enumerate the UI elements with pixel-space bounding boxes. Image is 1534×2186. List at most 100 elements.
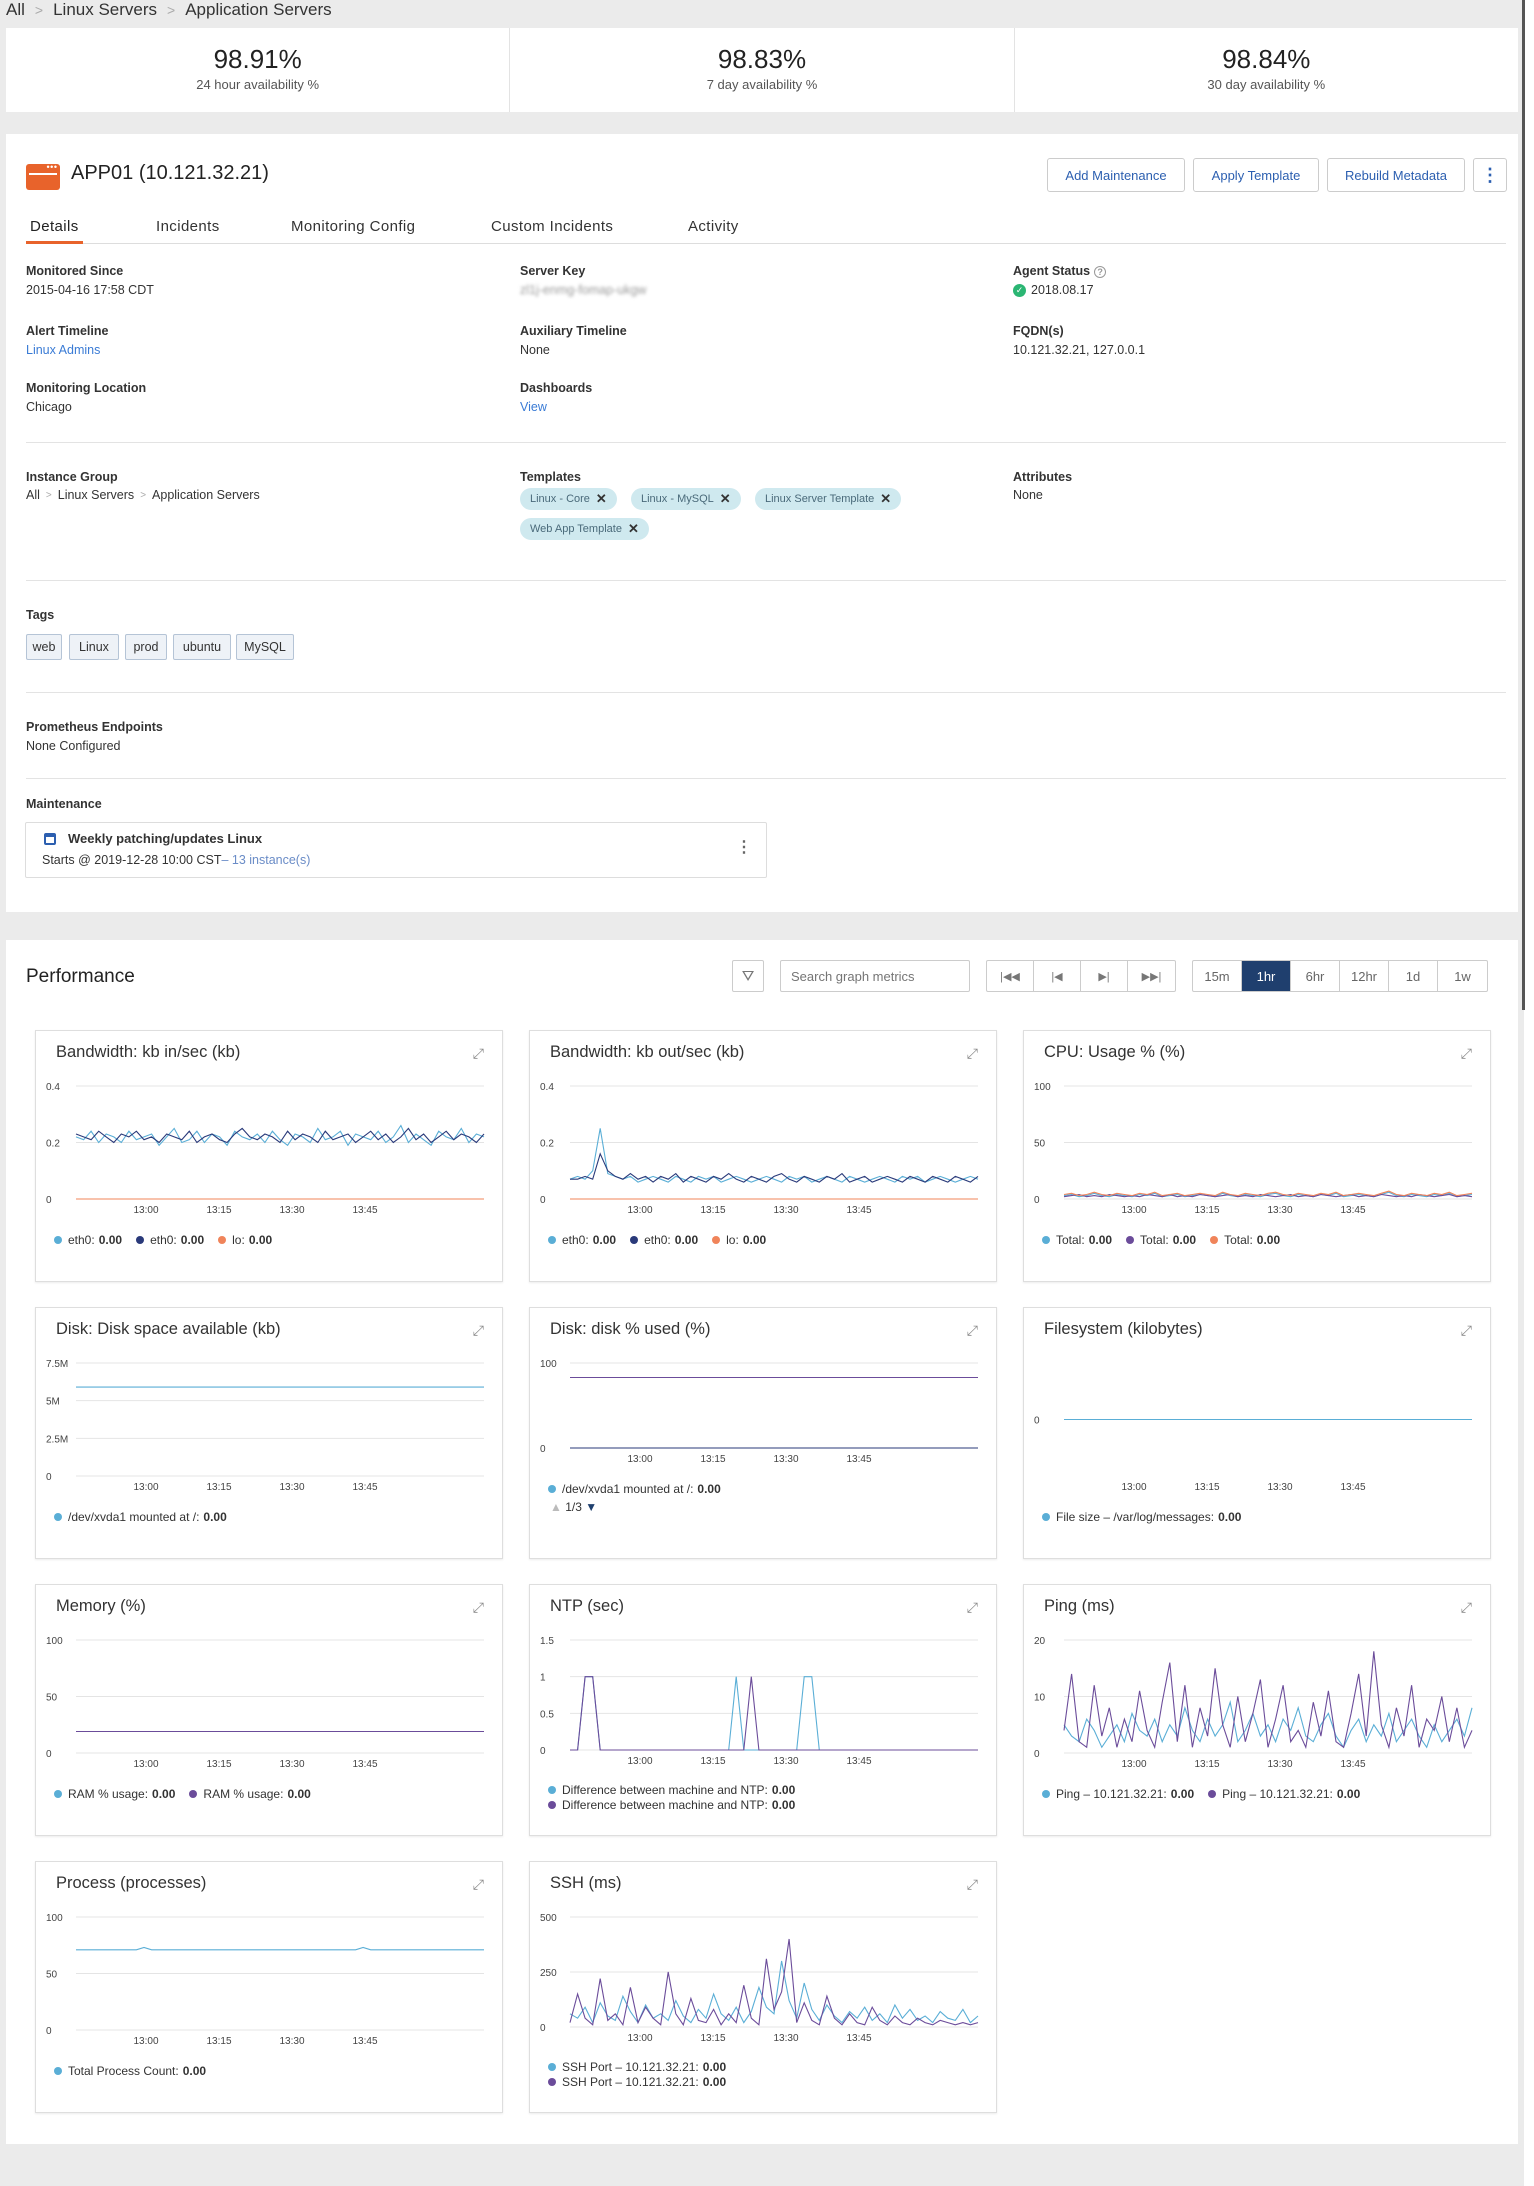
range-15m[interactable]: 15m: [1193, 961, 1242, 991]
next-icon[interactable]: ▶|: [1081, 961, 1128, 991]
legend-item[interactable]: eth0: 0.00: [136, 1233, 204, 1247]
instance-group-app[interactable]: Application Servers: [152, 488, 260, 502]
availability-value: 98.91%: [213, 44, 302, 74]
instance-group-all[interactable]: All: [26, 488, 40, 502]
maintenance-card[interactable]: Weekly patching/updates Linux Starts @ 2…: [25, 822, 767, 878]
legend-label: /dev/xvda1 mounted at /:: [68, 1510, 200, 1524]
search-graph-metrics-input[interactable]: [780, 960, 970, 992]
legend-item[interactable]: Total: 0.00: [1126, 1233, 1196, 1247]
legend-item[interactable]: eth0: 0.00: [54, 1233, 122, 1247]
legend-item[interactable]: /dev/xvda1 mounted at /: 0.00: [54, 1510, 227, 1524]
more-actions-icon[interactable]: ⋮: [1473, 158, 1507, 192]
legend-item[interactable]: eth0: 0.00: [548, 1233, 616, 1247]
breadcrumb-all[interactable]: All: [6, 0, 25, 19]
breadcrumb-separator-icon: >: [45, 489, 52, 501]
legend-label: eth0:: [644, 1233, 671, 1247]
chart-legend: /dev/xvda1 mounted at /: 0.00: [54, 1510, 494, 1524]
range-1w[interactable]: 1w: [1454, 968, 1471, 984]
legend-item[interactable]: Ping – 10.121.32.21: 0.00: [1042, 1787, 1194, 1801]
legend-item[interactable]: lo: 0.00: [218, 1233, 272, 1247]
legend-item[interactable]: /dev/xvda1 mounted at /: 0.00: [548, 1482, 721, 1496]
range-1d[interactable]: 1d: [1389, 961, 1438, 991]
legend-dot-icon: [1042, 1790, 1050, 1798]
template-chip-label: Linux Server Template: [765, 493, 875, 505]
x-tick-label: 13:45: [846, 1756, 871, 1767]
add-maintenance-button[interactable]: Add Maintenance: [1047, 158, 1185, 192]
apply-template-button[interactable]: Apply Template: [1193, 158, 1319, 192]
legend-item[interactable]: Difference between machine and NTP: 0.00: [548, 1783, 988, 1797]
y-tick-label: 7.5M: [46, 1359, 68, 1370]
legend-pager: ▲ 1/3 ▼: [550, 1500, 597, 1514]
range-12hr[interactable]: 12hr: [1340, 961, 1389, 991]
maintenance-instances-link[interactable]: – 13 instance(s): [221, 853, 311, 867]
tab-activity[interactable]: Activity: [688, 218, 739, 235]
legend-dot-icon: [54, 2067, 62, 2075]
range-1hr[interactable]: 1hr: [1242, 961, 1291, 991]
expand-icon[interactable]: ⤢: [472, 1599, 484, 1615]
tag[interactable]: ubuntu: [173, 634, 231, 660]
remove-icon[interactable]: ✕: [627, 521, 639, 536]
expand-icon[interactable]: ⤢: [966, 1322, 978, 1338]
legend-item[interactable]: SSH Port – 10.121.32.21: 0.00: [548, 2075, 988, 2089]
legend-item[interactable]: Difference between machine and NTP: 0.00: [548, 1798, 988, 1812]
first-icon[interactable]: |◀◀: [987, 961, 1034, 991]
y-tick-label: 0: [46, 1749, 52, 1760]
remove-icon[interactable]: ✕: [880, 491, 892, 506]
tag[interactable]: Linux: [69, 634, 119, 660]
tag[interactable]: web: [26, 634, 62, 660]
pager-up-icon[interactable]: ▲: [550, 1500, 566, 1514]
info-icon[interactable]: ?: [1094, 265, 1107, 278]
legend-item[interactable]: RAM % usage: 0.00: [54, 1787, 175, 1801]
breadcrumb: All > Linux Servers > Application Server…: [6, 0, 332, 20]
expand-icon[interactable]: ⤢: [966, 1876, 978, 1892]
legend-item[interactable]: RAM % usage: 0.00: [189, 1787, 311, 1801]
tab-details[interactable]: Details: [26, 216, 83, 244]
rebuild-metadata-button[interactable]: Rebuild Metadata: [1327, 158, 1465, 192]
range-6hr[interactable]: 6hr: [1291, 961, 1340, 991]
remove-icon[interactable]: ✕: [595, 491, 607, 506]
availability-value: 98.84%: [1222, 44, 1311, 74]
series-line: [1063, 1191, 1473, 1198]
legend-label: Total Process Count:: [68, 2064, 179, 2078]
expand-icon[interactable]: ⤢: [1460, 1599, 1472, 1615]
chart-legend: Total: 0.00 Total: 0.00 Total: 0.00: [1042, 1233, 1482, 1247]
last-icon[interactable]: ▶▶|: [1141, 970, 1162, 983]
maintenance-starts: Starts @ 2019-12-28 10:00 CST: [42, 853, 222, 867]
breadcrumb-application-servers[interactable]: Application Servers: [185, 0, 332, 19]
pager-down-icon[interactable]: ▼: [581, 1500, 598, 1514]
prev-icon[interactable]: |◀: [1034, 961, 1081, 991]
expand-icon[interactable]: ⤢: [472, 1322, 484, 1338]
legend-item[interactable]: Ping – 10.121.32.21: 0.00: [1208, 1787, 1360, 1801]
tag[interactable]: prod: [125, 634, 167, 660]
expand-icon[interactable]: ⤢: [1460, 1322, 1472, 1338]
y-tick-label: 50: [1034, 1139, 1046, 1150]
tab-custom-incidents[interactable]: Custom Incidents: [491, 218, 614, 235]
legend-item[interactable]: SSH Port – 10.121.32.21: 0.00: [548, 2060, 988, 2074]
expand-icon[interactable]: ⤢: [472, 1045, 484, 1061]
maintenance-menu-icon[interactable]: ⋮: [736, 839, 752, 856]
expand-icon[interactable]: ⤢: [966, 1045, 978, 1061]
tab-monitoring-config[interactable]: Monitoring Config: [291, 218, 416, 235]
alert-timeline-link[interactable]: Linux Admins: [26, 343, 101, 357]
legend-item[interactable]: Total: 0.00: [1210, 1233, 1280, 1247]
dashboards-view-link[interactable]: View: [520, 400, 547, 414]
legend-item[interactable]: Total: 0.00: [1042, 1233, 1112, 1247]
expand-icon[interactable]: ⤢: [1460, 1045, 1472, 1061]
filter-icon[interactable]: ⛛: [732, 960, 764, 992]
legend-item[interactable]: Total Process Count: 0.00: [54, 2064, 206, 2078]
expand-icon[interactable]: ⤢: [472, 1876, 484, 1892]
chart-title: Ping (ms): [1044, 1597, 1115, 1615]
y-tick-label: 1: [540, 1673, 546, 1684]
instance-group-linux[interactable]: Linux Servers: [57, 488, 135, 502]
legend-item[interactable]: lo: 0.00: [712, 1233, 766, 1247]
legend-item[interactable]: File size – /var/log/messages: 0.00: [1042, 1510, 1241, 1524]
remove-icon[interactable]: ✕: [719, 491, 731, 506]
legend-item[interactable]: eth0: 0.00: [630, 1233, 698, 1247]
section-divider: [26, 580, 1506, 581]
x-tick-label: 13:45: [352, 1759, 377, 1770]
tab-incidents[interactable]: Incidents: [156, 218, 220, 235]
legend-value: 0.00: [771, 1783, 796, 1797]
expand-icon[interactable]: ⤢: [966, 1599, 978, 1615]
tag[interactable]: MySQL: [236, 634, 294, 660]
breadcrumb-linux-servers[interactable]: Linux Servers: [53, 0, 158, 19]
